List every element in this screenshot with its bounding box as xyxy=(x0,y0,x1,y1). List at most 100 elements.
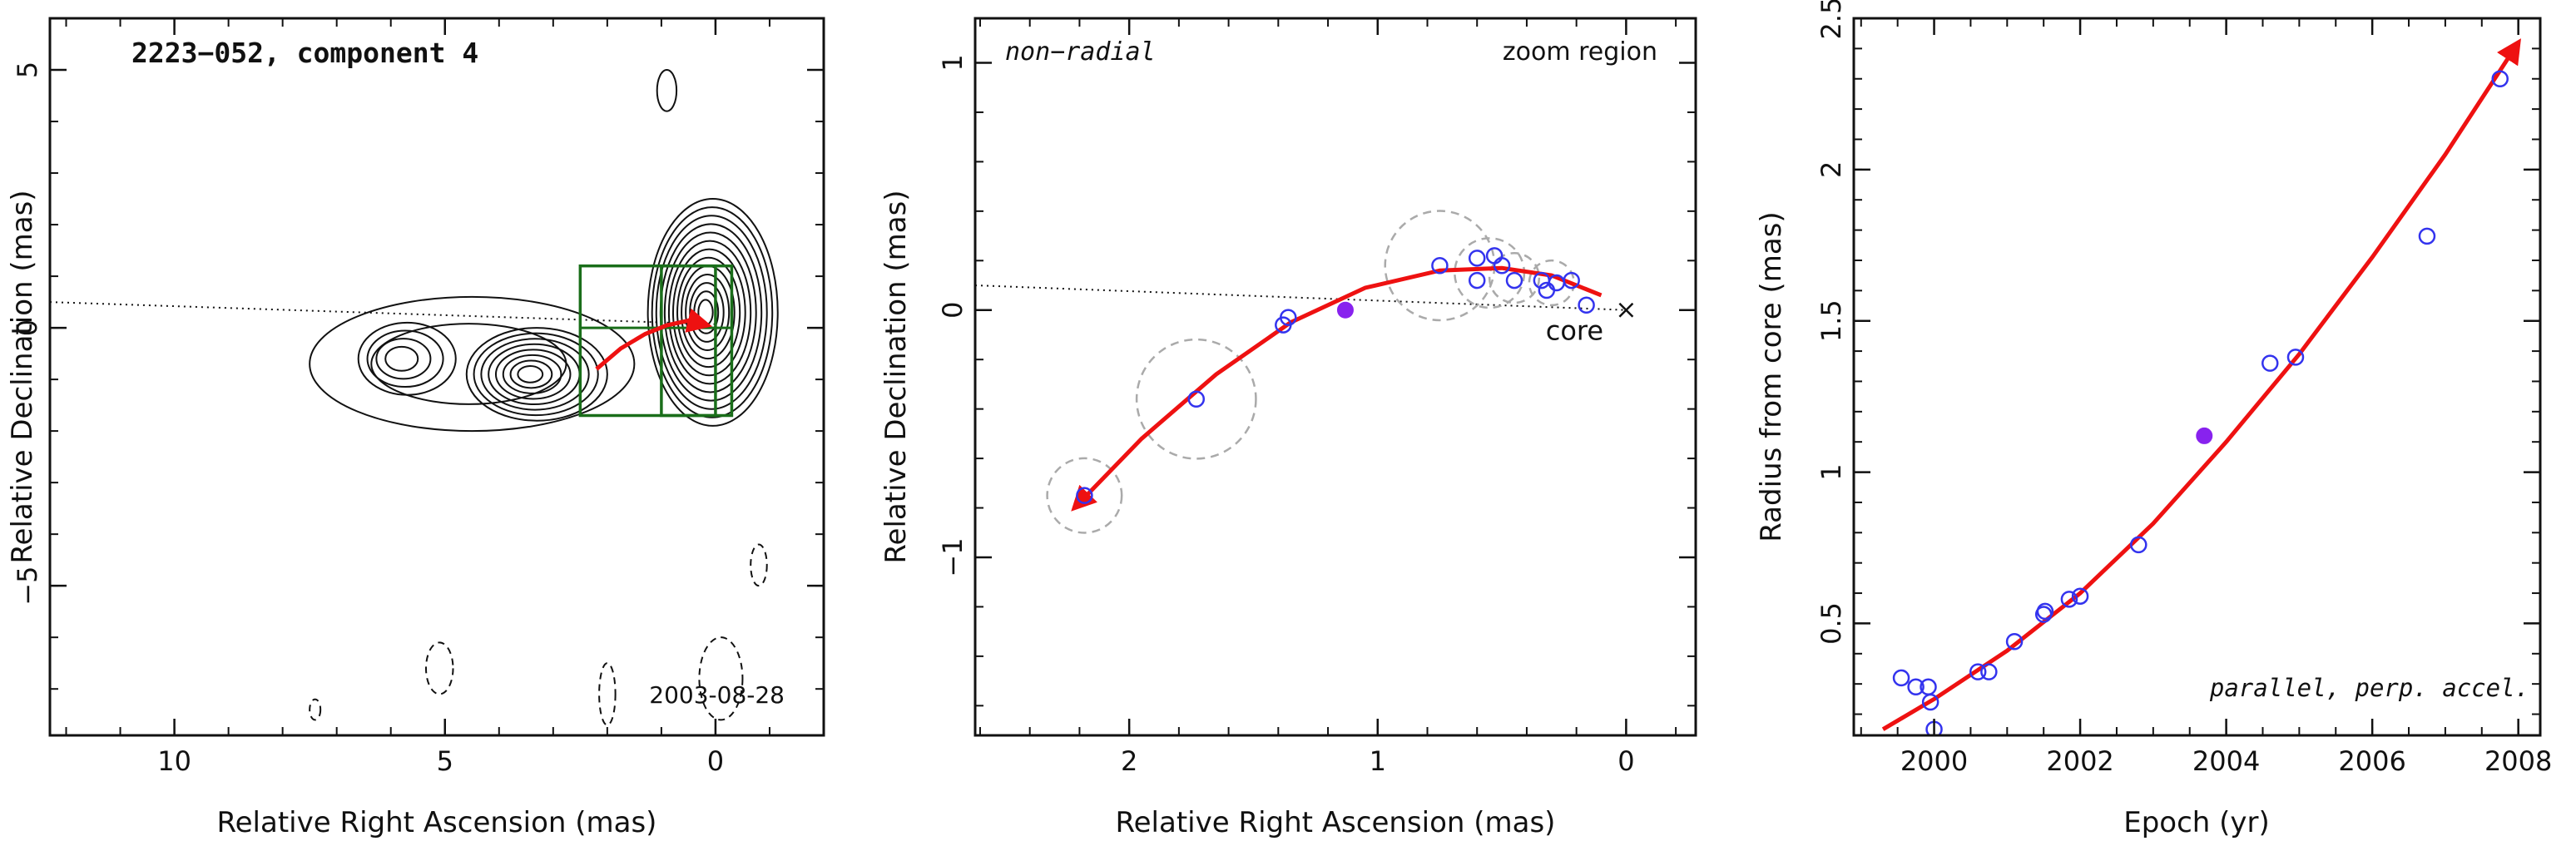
negative-contour xyxy=(424,641,454,695)
data-point xyxy=(1076,487,1093,504)
p2-y-tick-label: −1 xyxy=(937,537,968,576)
contour-level xyxy=(685,274,731,351)
data-point xyxy=(1505,271,1523,289)
p3-y-tick-label: 1 xyxy=(1816,463,1847,480)
contour-level xyxy=(646,198,779,427)
contour-level xyxy=(309,295,636,433)
uncertainty-circle xyxy=(1046,457,1123,534)
data-point xyxy=(1578,296,1595,314)
panel1-ylabel: Relative Declination (mas) xyxy=(6,190,39,563)
contour-level xyxy=(384,345,419,372)
panel-zoom-region: 2 1 0 1 0 −1 non−radial zoom region core Rela… xyxy=(879,17,1697,839)
p3-y-tick-label: 2 xyxy=(1816,161,1847,178)
p2-y-tick-label: 1 xyxy=(937,54,968,71)
data-point xyxy=(2071,587,2089,605)
panel-contour-map: 10 5 0 5 0 −5 2223−052, component 4 2003-08-2… xyxy=(6,17,825,839)
negative-contour xyxy=(309,698,322,721)
panel2-xlabel: Relative Right Ascension (mas) xyxy=(1116,806,1556,839)
contour-level xyxy=(651,206,774,418)
p3-y-tick-label: 0.5 xyxy=(1816,602,1847,645)
data-point xyxy=(2060,591,2078,608)
p1-y-tick-label: 0 xyxy=(12,319,43,336)
radius-plot-area xyxy=(1881,38,2521,735)
p1-y-tick-label: −5 xyxy=(12,566,43,606)
panel1-ticks: 10 5 0 5 0 −5 xyxy=(12,17,825,777)
data-point xyxy=(1921,693,1939,711)
panel2-title-right: zoom region xyxy=(1503,37,1657,67)
panel3-annotation: parallel, perp. accel. xyxy=(2209,674,2529,702)
reference-line xyxy=(975,284,1627,311)
contour-level xyxy=(697,299,714,326)
contour-level xyxy=(494,349,572,400)
panel3-xlabel: Epoch (yr) xyxy=(2123,806,2270,839)
jet-axis-line xyxy=(50,301,716,325)
data-point xyxy=(1980,663,1998,680)
p3-x-tick-label: 2006 xyxy=(2338,745,2405,777)
panel3-ticks: 2000 2002 2004 2006 2008 0.5 1 1.5 2 2.5 xyxy=(1816,0,2552,777)
core-marker xyxy=(1618,302,1634,318)
data-point xyxy=(2005,632,2024,651)
data-point xyxy=(2130,536,2147,554)
panel-radius-epoch: 2000 2002 2004 2006 2008 0.5 1 1.5 2 2.5 parallel… xyxy=(1755,0,2552,839)
highlight-point xyxy=(2196,427,2213,444)
contour-level xyxy=(671,248,746,377)
fit-curve xyxy=(1071,265,1603,512)
contour-level xyxy=(375,338,432,380)
trajectory-arrow xyxy=(595,308,713,371)
data-point xyxy=(1493,256,1511,275)
negative-contour xyxy=(750,543,768,587)
panel2-ylabel: Relative Declination (mas) xyxy=(879,190,913,563)
contour-level xyxy=(517,365,544,383)
data-point xyxy=(1892,669,1910,687)
isolated-contour xyxy=(656,69,678,112)
zoom-box xyxy=(578,264,717,418)
p3-y-tick-label: 1.5 xyxy=(1816,299,1847,342)
data-point xyxy=(1468,271,1486,289)
data-point xyxy=(1538,281,1556,299)
contour-level xyxy=(676,256,741,369)
panel3-frame xyxy=(1852,17,2542,737)
p2-x-tick-label: 1 xyxy=(1370,745,1386,777)
contour-level xyxy=(655,215,768,410)
data-point xyxy=(1187,390,1206,408)
uncertainty-circle xyxy=(1488,251,1541,304)
p3-x-tick-label: 2000 xyxy=(1900,745,1968,777)
p2-y-tick-label: 0 xyxy=(937,302,968,319)
contour-level xyxy=(488,343,581,406)
p3-x-tick-label: 2008 xyxy=(2484,745,2552,777)
panel1-title: 2223−052, component 4 xyxy=(131,37,478,69)
contour-level xyxy=(659,223,763,402)
p2-x-tick-label: 0 xyxy=(1617,745,1634,777)
contour-level xyxy=(667,240,752,385)
contour-level xyxy=(473,332,599,417)
p1-y-tick-label: 5 xyxy=(12,62,43,78)
contour-level xyxy=(663,231,757,393)
data-point xyxy=(2491,70,2509,87)
contour-level xyxy=(509,359,553,389)
contour-level xyxy=(480,338,590,411)
highlight-point xyxy=(1336,301,1354,319)
data-point xyxy=(1969,663,1987,680)
contour-level xyxy=(366,329,444,388)
negative-contour xyxy=(698,636,744,721)
data-point xyxy=(1563,271,1580,289)
p3-x-tick-label: 2002 xyxy=(2046,745,2113,777)
contour-level xyxy=(502,354,562,394)
data-point xyxy=(2036,602,2054,621)
zoom-box xyxy=(660,264,734,418)
panel3-ylabel: Radius from core (mas) xyxy=(1755,211,1788,542)
data-point xyxy=(2418,227,2436,245)
p1-x-tick-label: 5 xyxy=(437,745,453,777)
p3-x-tick-label: 2004 xyxy=(2192,745,2260,777)
panel2-frame xyxy=(973,17,1697,737)
contour-plot-area xyxy=(50,69,779,726)
panel1-date-annotation: 2003-08-28 xyxy=(649,681,785,709)
panel2-title-left: non−radial xyxy=(1005,37,1156,67)
contour-level xyxy=(370,323,567,405)
panel1-frame xyxy=(48,17,825,737)
data-point xyxy=(1907,678,1925,696)
contour-level xyxy=(465,327,608,422)
data-point xyxy=(1468,250,1486,267)
panel1-xlabel: Relative Right Ascension (mas) xyxy=(217,806,657,839)
